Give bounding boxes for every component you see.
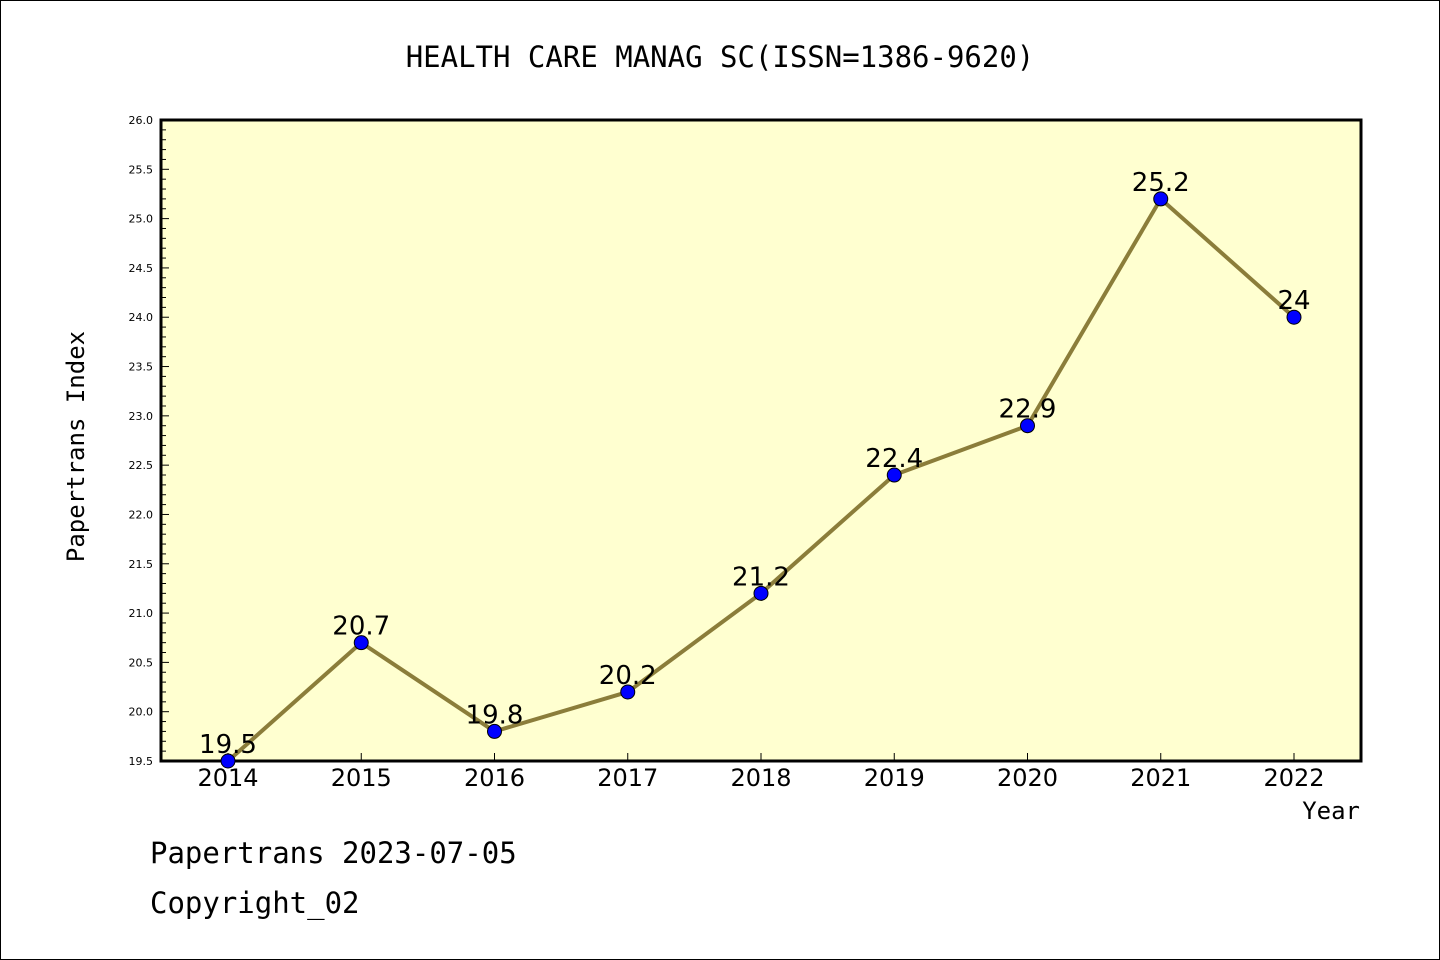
data-point-marker — [620, 684, 636, 700]
x-tick-label: 2022 — [1263, 764, 1324, 792]
data-label: 25.2 — [1132, 168, 1190, 198]
data-label: 19.5 — [199, 730, 257, 760]
x-tick-label: 2018 — [730, 764, 791, 792]
x-tick-label: 2016 — [464, 764, 525, 792]
data-point-marker — [487, 723, 502, 739]
x-tick-label: 2014 — [197, 764, 258, 792]
data-point-marker — [1153, 191, 1169, 207]
x-axis-label: Year — [1302, 797, 1360, 825]
y-tick-label: 19.5 — [129, 755, 154, 768]
data-label: 24 — [1277, 286, 1310, 316]
y-axis-ticks: 19.5 20.0 20.5 21.0 21.5 22.0 22.5 23.0 23.5 24.0… — [129, 114, 169, 768]
y-tick-label: 20.0 — [129, 706, 154, 719]
y-tick-label: 20.5 — [129, 656, 154, 669]
x-tick-label: 2021 — [1130, 764, 1191, 792]
data-point-marker — [220, 753, 236, 769]
footer-date: Papertrans 2023-07-05 — [150, 836, 517, 870]
data-point-marker — [353, 635, 369, 651]
data-point-marker — [1286, 309, 1302, 325]
y-tick-label: 26.0 — [129, 114, 154, 127]
data-labels: 19.5 20.7 19.8 20.2 21.2 22.4 22.9 25.2 24 — [199, 168, 1310, 760]
y-tick-label: 24.5 — [129, 262, 154, 275]
data-label: 21.2 — [732, 562, 790, 592]
x-axis-ticks: 2014 2015 2016 2017 2018 2019 2020 2021 2022 — [197, 753, 1325, 792]
y-tick-label: 25.5 — [129, 163, 154, 176]
y-axis-label: Papertrans Index — [62, 331, 90, 562]
data-label: 19.8 — [466, 700, 524, 730]
data-label: 22.9 — [999, 395, 1057, 425]
y-tick-label: 24.0 — [129, 311, 154, 324]
data-label: 20.2 — [599, 661, 657, 691]
y-tick-label: 21.0 — [129, 607, 154, 620]
x-tick-label: 2017 — [597, 764, 658, 792]
x-tick-label: 2020 — [997, 764, 1058, 792]
y-tick-label: 23.0 — [129, 410, 154, 423]
y-tick-label: 21.5 — [129, 558, 154, 571]
y-tick-label: 25.0 — [129, 213, 154, 226]
y-tick-label: 22.0 — [129, 508, 154, 521]
chart-title: HEALTH CARE MANAG SC(ISSN=1386-9620) — [406, 40, 1035, 74]
data-point-marker — [1020, 418, 1035, 434]
x-tick-label: 2019 — [864, 764, 925, 792]
data-label: 20.7 — [332, 612, 390, 642]
footer-copyright: Copyright_02 — [150, 886, 360, 920]
data-points — [220, 191, 1302, 769]
data-point-marker — [886, 467, 902, 483]
y-tick-label: 23.5 — [129, 361, 154, 374]
x-tick-label: 2015 — [331, 764, 392, 792]
plot-area — [159, 118, 1363, 763]
data-label: 22.4 — [865, 444, 923, 474]
y-tick-label: 22.5 — [129, 459, 154, 472]
data-point-marker — [753, 585, 769, 601]
